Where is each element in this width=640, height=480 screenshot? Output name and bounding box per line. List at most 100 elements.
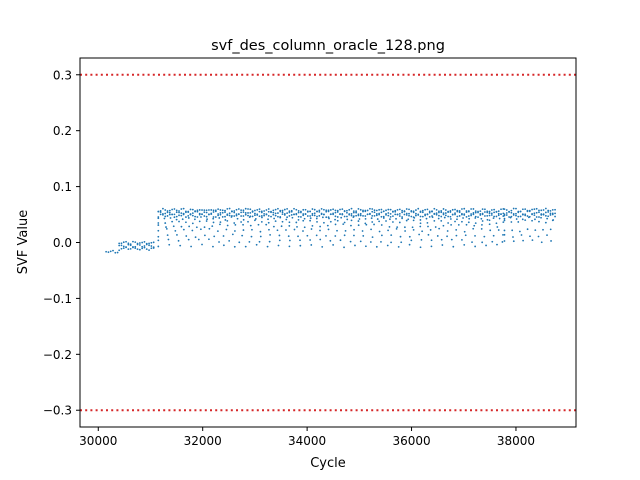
scatter-point (180, 225, 183, 228)
scatter-point (385, 209, 387, 212)
scatter-point (107, 251, 110, 254)
scatter-point (267, 208, 270, 210)
scatter-point (118, 244, 121, 247)
scatter-point (515, 212, 517, 215)
scatter-point (378, 220, 381, 223)
scatter-point (343, 234, 346, 237)
scatter-point (182, 228, 185, 231)
scatter-point (392, 221, 394, 223)
scatter-point (325, 210, 328, 213)
scatter-point (244, 207, 247, 210)
scatter-point (286, 212, 289, 215)
scatter-point (497, 214, 500, 217)
scatter-point (493, 211, 496, 214)
scatter-point (450, 238, 453, 241)
scatter-point (300, 211, 302, 214)
scatter-point (143, 245, 146, 247)
scatter-point (251, 215, 254, 218)
y-axis-ticks: −0.3 −0.2 −0.1 0.0 0.1 0.2 0.3 (43, 68, 80, 418)
scatter-point (191, 208, 194, 211)
scatter-point (512, 236, 514, 238)
scatter-point (542, 228, 544, 231)
scatter-point (472, 213, 475, 216)
scatter-point (474, 234, 476, 237)
scatter-point (378, 230, 381, 233)
scatter-point (390, 241, 392, 244)
scatter-point (157, 229, 160, 232)
scatter-point (500, 213, 502, 216)
scatter-point (419, 225, 422, 228)
scatter-point (180, 208, 183, 210)
scatter-point (224, 209, 226, 212)
scatter-point (260, 215, 263, 217)
scatter-point (461, 238, 463, 241)
scatter-point (540, 216, 542, 219)
scatter-point (309, 217, 312, 220)
scatter-point (362, 209, 364, 212)
scatter-point (185, 235, 188, 237)
scatter-point (480, 217, 483, 220)
scatter-point (396, 213, 399, 216)
scatter-point (373, 209, 376, 212)
scatter-point (426, 213, 429, 216)
scatter-point (510, 221, 513, 223)
scatter-point (355, 210, 358, 213)
scatter-point (319, 238, 322, 241)
scatter-point (452, 245, 455, 248)
scatter-point (278, 234, 281, 237)
scatter-point (540, 241, 543, 244)
scatter-point (332, 244, 335, 246)
scatter-point (320, 207, 323, 210)
scatter-point (268, 240, 271, 243)
scatter-point (175, 211, 178, 214)
scatter-point (408, 208, 410, 211)
scatter-point (419, 222, 422, 225)
scatter-point (159, 213, 162, 216)
scatter-point (203, 234, 206, 237)
scatter-point (334, 235, 337, 237)
scatter-point (421, 230, 424, 233)
scatter-point (313, 214, 316, 217)
scatter-point (256, 214, 259, 216)
scatter-point (304, 213, 307, 216)
scatter-point (198, 213, 201, 216)
scatter-point (350, 214, 353, 217)
scatter-point (401, 211, 404, 214)
scatter-point (359, 212, 362, 215)
scatter-point (300, 216, 302, 218)
scatter-point (168, 213, 171, 216)
scatter-point (531, 213, 533, 216)
scatter-point (143, 240, 146, 243)
scatter-point (309, 239, 312, 241)
y-tick-label: −0.1 (43, 292, 72, 306)
scatter-point (221, 209, 224, 212)
scatter-point (242, 223, 244, 226)
scatter-point (489, 229, 492, 232)
scatter-point (458, 210, 461, 212)
scatter-point (257, 223, 260, 226)
scatter-point (518, 230, 521, 233)
scatter-point (461, 213, 463, 216)
scatter-point (190, 245, 192, 248)
scatter-point (159, 211, 162, 214)
scatter-point (278, 239, 281, 242)
scatter-point (544, 221, 547, 224)
scatter-point (472, 227, 475, 230)
scatter-point (378, 208, 381, 211)
scatter-point (168, 243, 171, 246)
scatter-point (250, 235, 253, 238)
scatter-point (352, 210, 355, 213)
scatter-point (376, 218, 379, 220)
scatter-point (403, 213, 406, 216)
scatter-point (290, 210, 293, 213)
scatter-point (187, 214, 190, 217)
scatter-point (118, 242, 121, 245)
scatter-point (212, 209, 215, 212)
scatter-point (323, 208, 325, 211)
scatter-point (145, 243, 148, 246)
scatter-point (164, 215, 167, 218)
scatter-point (187, 238, 190, 241)
scatter-point (362, 210, 364, 213)
scatter-point (114, 251, 117, 254)
scatter-point (456, 215, 459, 218)
